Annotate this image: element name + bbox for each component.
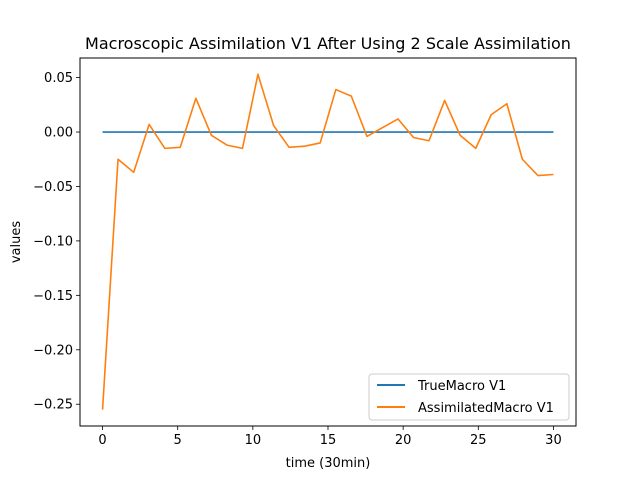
y-tick-label: 0.00 bbox=[44, 126, 73, 141]
y-tick-label: −0.15 bbox=[33, 289, 73, 304]
y-axis: 0.05 0.00 −0.05 −0.10 −0.15 −0.20 −0.25 bbox=[33, 71, 80, 413]
legend-box bbox=[368, 373, 570, 421]
y-tick-label: −0.20 bbox=[33, 343, 73, 358]
y-tick-label: −0.05 bbox=[33, 180, 73, 195]
legend: TrueMacro V1 AssimilatedMacro V1 bbox=[368, 373, 570, 421]
plot-frame bbox=[79, 57, 577, 427]
chart-title: Macroscopic Assimilation V1 After Using … bbox=[85, 34, 571, 53]
y-axis-label: values bbox=[9, 221, 24, 264]
y-tick-label: −0.10 bbox=[33, 234, 73, 249]
series-layer bbox=[101, 73, 554, 410]
x-tick-label: 20 bbox=[395, 433, 412, 448]
legend-label-true-macro: TrueMacro V1 bbox=[417, 379, 506, 394]
x-tick-label: 25 bbox=[470, 433, 487, 448]
x-tick-label: 15 bbox=[320, 433, 337, 448]
x-tick-label: 5 bbox=[174, 433, 182, 448]
x-tick-label: 10 bbox=[245, 433, 262, 448]
series-line-1 bbox=[101, 73, 554, 410]
legend-label-assimilated-macro: AssimilatedMacro V1 bbox=[418, 401, 554, 416]
y-tick-label: −0.25 bbox=[33, 398, 73, 413]
x-tick-label: 30 bbox=[545, 433, 562, 448]
plot-area bbox=[80, 58, 576, 426]
x-tick-label: 0 bbox=[98, 433, 106, 448]
x-axis: 0 5 10 15 20 25 30 bbox=[98, 426, 562, 448]
x-axis-label: time (30min) bbox=[286, 456, 371, 471]
y-tick-label: 0.05 bbox=[44, 71, 73, 86]
